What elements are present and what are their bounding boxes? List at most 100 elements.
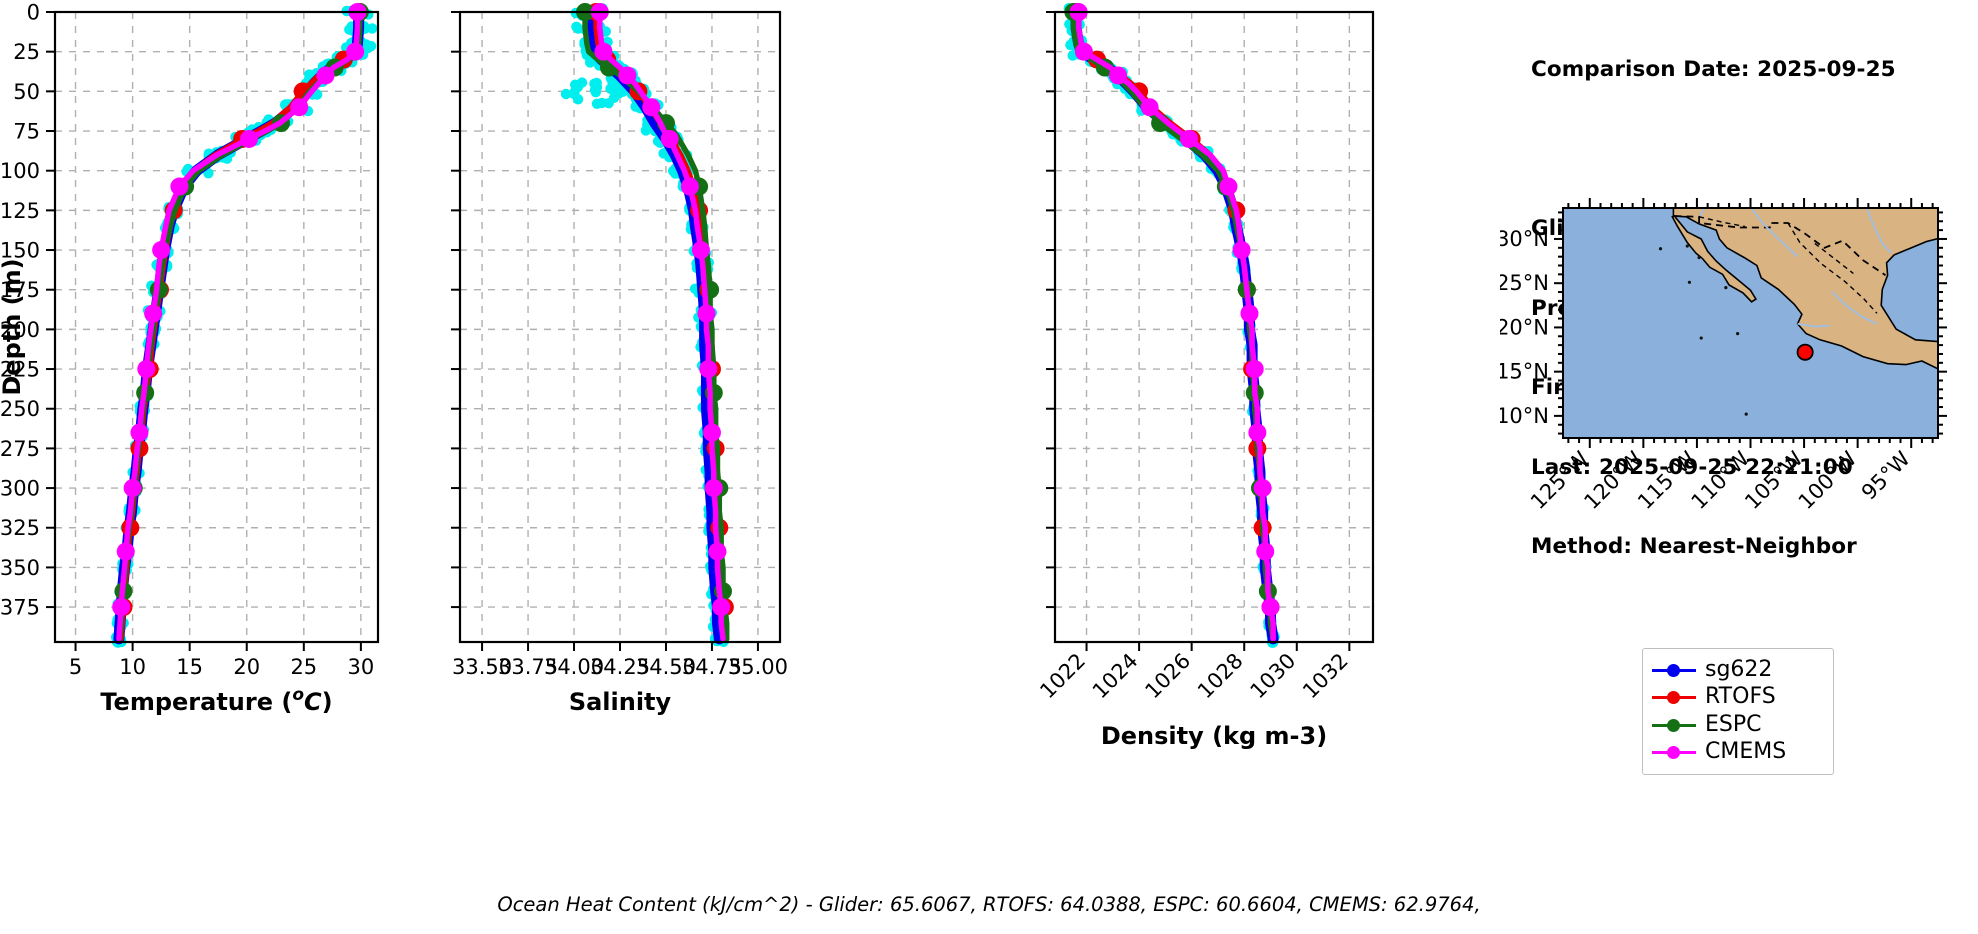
x-axis-title: Density (kg m-3) xyxy=(1101,722,1327,750)
series-marker-cmems xyxy=(1245,360,1264,379)
longitude-tick-label: 125°W xyxy=(1526,446,1594,514)
depth-tick-label: 300 xyxy=(0,477,40,501)
x-tick-label: 33.50 xyxy=(452,655,512,679)
series-marker-cmems xyxy=(137,360,156,379)
glider-location-map: 10°N 15°N 20°N 25°N 30°N 125°W 120°W 115°W 110°W… xyxy=(1500,196,1960,516)
latitude-tick-label: 15°N xyxy=(1500,360,1549,384)
density-profile-panel: 1022 1024 1026 1028 1030 1032 Density (kg m-3) xyxy=(980,0,1500,890)
x-tick-label: 25 xyxy=(290,655,317,679)
longitude-tick-label: 95°W xyxy=(1857,446,1915,504)
depth-tick-label: 250 xyxy=(0,397,40,421)
x-axis-title: Salinity xyxy=(569,688,672,716)
state-border xyxy=(1698,216,1746,228)
x-tick-label: 34.00 xyxy=(544,655,604,679)
x-tick-label: 15 xyxy=(176,655,203,679)
longitude-tick-label: 110°W xyxy=(1687,446,1755,514)
legend-item-label: RTOFS xyxy=(1705,684,1776,710)
legend-item-label: sg622 xyxy=(1705,656,1773,682)
series-marker-cmems xyxy=(697,304,716,323)
x-tick-label: 30 xyxy=(348,655,375,679)
longitude-tick-label: 105°W xyxy=(1740,446,1808,514)
state-border xyxy=(1787,222,1878,314)
glider-position-marker xyxy=(1796,343,1814,361)
legend-swatch-icon xyxy=(1652,661,1696,679)
x-tick-label: 1028 xyxy=(1193,649,1248,704)
series-marker-cmems xyxy=(346,42,365,61)
river xyxy=(1797,323,1830,328)
latitude-tick-label: 25°N xyxy=(1500,271,1549,295)
legend-item-espc[interactable]: ESPC xyxy=(1652,711,1824,739)
island-dot xyxy=(1744,412,1748,416)
longitude-tick-label: 120°W xyxy=(1579,446,1647,514)
info-spacer xyxy=(1531,137,1971,164)
ocean-heat-content-caption: Ocean Heat Content (kJ/cm^2) - Glider: 6… xyxy=(497,893,1481,916)
x-tick-label: 20 xyxy=(233,655,260,679)
x-tick-label: 10 xyxy=(119,655,146,679)
series-marker-cmems xyxy=(170,177,189,196)
x-tick-label: 34.75 xyxy=(682,655,742,679)
longitude-tick-label: 100°W xyxy=(1794,446,1862,514)
x-tick-label: 35.00 xyxy=(728,655,788,679)
series-marker-cmems xyxy=(112,598,131,617)
x-tick-label: 1032 xyxy=(1298,649,1353,704)
river xyxy=(1750,208,1799,258)
river xyxy=(1831,291,1878,325)
island-dot xyxy=(1699,336,1703,340)
series-marker-cmems xyxy=(1256,542,1275,561)
depth-tick-label: 375 xyxy=(0,596,40,620)
series-marker-cmems xyxy=(144,304,163,323)
depth-axis-title: Depth (m) xyxy=(0,258,26,395)
method-text: Method: Nearest-Neighbor xyxy=(1531,534,1857,559)
x-tick-label: 1026 xyxy=(1140,649,1195,704)
island-dot xyxy=(1697,255,1701,260)
legend-swatch-icon xyxy=(1652,688,1696,706)
depth-tick-label: 350 xyxy=(0,556,40,580)
island-dot xyxy=(1736,332,1740,336)
series-marker-cmems xyxy=(1140,98,1159,117)
depth-tick-label: 225 xyxy=(0,358,40,382)
series-marker-cmems xyxy=(1253,479,1272,498)
series-marker-cmems xyxy=(1248,423,1267,442)
legend-item-cmems[interactable]: CMEMS xyxy=(1652,739,1824,767)
legend-item-label: CMEMS xyxy=(1705,739,1787,765)
longitude-tick-label: 115°W xyxy=(1633,446,1701,514)
temperature-profile-panel: 0 25 50 75 100 125 150 175 200 225 250 275 300 325 350… xyxy=(0,0,440,890)
x-axis-title: Temperature (oC) xyxy=(100,685,332,716)
series-marker-cmems xyxy=(152,241,171,260)
series-marker-cmems xyxy=(712,598,731,617)
latitude-tick-label: 30°N xyxy=(1500,227,1549,251)
depth-tick-label: 50 xyxy=(13,80,40,104)
series-marker-cmems xyxy=(594,42,613,61)
series-line-rtofs xyxy=(118,9,363,642)
depth-tick-label: 200 xyxy=(0,318,40,342)
series-marker-cmems xyxy=(123,479,142,498)
x-tick-label: 33.75 xyxy=(498,655,558,679)
island-dot xyxy=(1687,280,1692,284)
legend-item-rtofs[interactable]: RTOFS xyxy=(1652,684,1824,712)
state-border xyxy=(1814,242,1854,275)
series-marker-cmems xyxy=(708,542,727,561)
series-marker-cmems xyxy=(240,129,259,148)
depth-tick-label: 25 xyxy=(13,40,40,64)
baja-peninsula xyxy=(1671,215,1757,303)
depth-tick-label: 75 xyxy=(13,120,40,144)
legend-swatch-icon xyxy=(1652,743,1696,761)
legend-item-sg622[interactable]: sg622 xyxy=(1652,656,1824,684)
international-border xyxy=(1674,215,1886,276)
legend-swatch-icon xyxy=(1652,716,1696,734)
mainland-landmass xyxy=(1672,208,1938,370)
series-line-espc xyxy=(1070,9,1276,642)
series-marker-cmems xyxy=(660,129,679,148)
comparison-date-text: Comparison Date: 2025-09-25 xyxy=(1531,57,1896,82)
series-marker-cmems xyxy=(1240,304,1259,323)
series-marker-cmems xyxy=(618,66,637,85)
series-marker-cmems xyxy=(691,241,710,260)
depth-tick-label: 100 xyxy=(0,159,40,183)
series-marker-cmems xyxy=(1261,598,1280,617)
series-marker-cmems xyxy=(642,98,661,117)
series-marker-cmems xyxy=(1180,129,1199,148)
series-marker-cmems xyxy=(1109,66,1128,85)
island-dot xyxy=(1685,244,1689,248)
depth-tick-label: 175 xyxy=(0,278,40,302)
